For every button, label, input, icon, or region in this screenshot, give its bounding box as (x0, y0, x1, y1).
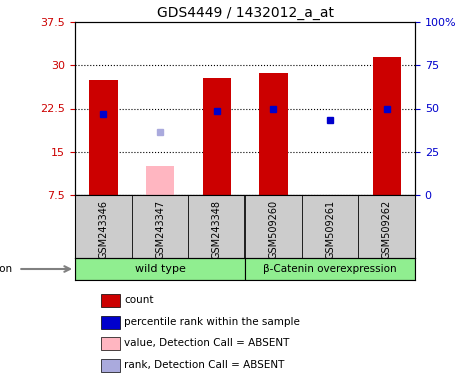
Text: percentile rank within the sample: percentile rank within the sample (124, 317, 301, 327)
Bar (101, 294, 120, 307)
Text: genotype/variation: genotype/variation (0, 264, 12, 274)
Text: GSM509260: GSM509260 (268, 200, 278, 259)
Bar (245, 258, 415, 280)
Text: GSM509262: GSM509262 (382, 200, 392, 259)
Bar (202, 78, 231, 195)
Bar (101, 338, 120, 350)
Bar (146, 166, 174, 195)
Text: GSM243348: GSM243348 (212, 200, 222, 259)
Text: GSM243346: GSM243346 (98, 200, 108, 259)
Bar (101, 316, 120, 329)
Bar (259, 73, 288, 195)
Text: wild type: wild type (135, 264, 185, 274)
Text: value, Detection Call = ABSENT: value, Detection Call = ABSENT (124, 338, 290, 348)
Text: GSM243347: GSM243347 (155, 200, 165, 259)
Text: count: count (124, 295, 154, 305)
Text: β-Catenin overexpression: β-Catenin overexpression (263, 264, 397, 274)
Title: GDS4449 / 1432012_a_at: GDS4449 / 1432012_a_at (156, 6, 333, 20)
Bar (372, 56, 401, 195)
Bar (75, 258, 245, 280)
Bar (89, 79, 118, 195)
Text: rank, Detection Call = ABSENT: rank, Detection Call = ABSENT (124, 360, 285, 370)
Text: GSM509261: GSM509261 (325, 200, 335, 259)
Bar (101, 359, 120, 372)
